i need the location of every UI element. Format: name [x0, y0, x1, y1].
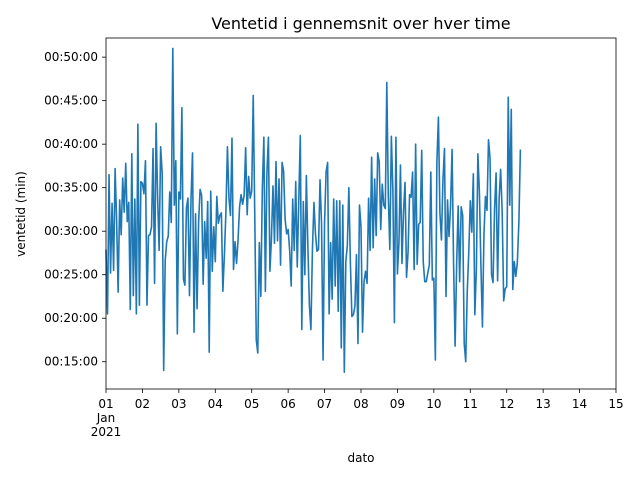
series-line	[105, 47, 522, 373]
y-tick-label: 00:35:00	[44, 181, 98, 195]
x-axis-label: dato	[347, 451, 374, 465]
plot-area: 00:15:00 00:20:00 00:25:00 00:30:00 00:35:00…	[44, 37, 624, 439]
y-tick-label: 00:40:00	[44, 137, 98, 151]
x-tick-label: 06	[281, 397, 296, 411]
plot-frame	[105, 37, 617, 390]
chart-title: Ventetid i gennemsnit over hver time	[211, 14, 510, 33]
x-tick-label: 2021	[91, 425, 122, 439]
x-tick-label: 01	[98, 397, 113, 411]
x-tick-label: 14	[572, 397, 587, 411]
x-tick-label: 02	[135, 397, 150, 411]
y-tick-label: 00:15:00	[44, 355, 98, 369]
y-tick-label: 00:50:00	[44, 50, 98, 64]
x-tick-label: 10	[426, 397, 441, 411]
x-tick-label: Jan	[96, 411, 116, 425]
x-tick-label: 03	[171, 397, 186, 411]
y-axis-label: ventetid (min)	[14, 171, 28, 257]
x-tick-label: 12	[499, 397, 514, 411]
x-tick-label: 05	[244, 397, 259, 411]
y-tick-label: 00:45:00	[44, 94, 98, 108]
y-tick-label: 00:20:00	[44, 311, 98, 325]
x-tick-label: 08	[353, 397, 368, 411]
x-tick-label: 11	[463, 397, 478, 411]
x-tick-label: 07	[317, 397, 332, 411]
y-tick-label: 00:25:00	[44, 268, 98, 282]
y-axis-ticks: 00:15:00 00:20:00 00:25:00 00:30:00 00:35:00…	[44, 50, 106, 369]
x-tick-label: 04	[208, 397, 223, 411]
x-tick-label: 09	[390, 397, 405, 411]
x-tick-label: 15	[608, 397, 623, 411]
y-tick-label: 00:30:00	[44, 224, 98, 238]
x-tick-label: 13	[536, 397, 551, 411]
